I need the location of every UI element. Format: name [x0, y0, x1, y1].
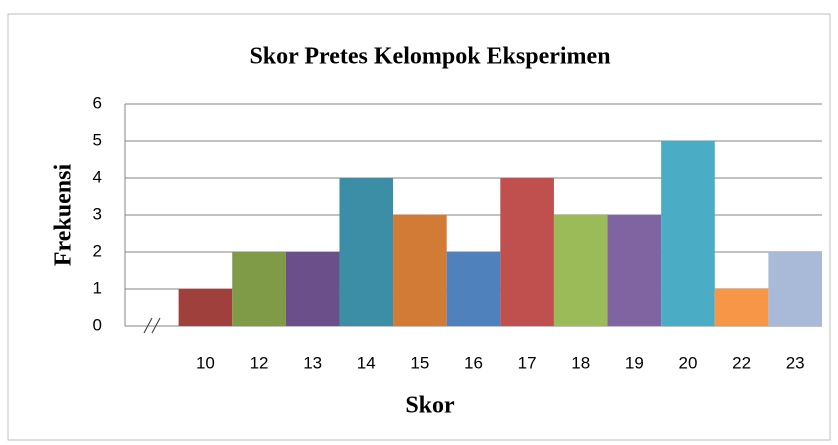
y-tick-label: 4 — [93, 167, 102, 186]
y-tick-label: 3 — [93, 204, 102, 223]
x-tick-label: 15 — [410, 353, 429, 372]
x-tick-label: 12 — [250, 353, 269, 372]
bar — [285, 252, 340, 326]
x-tick-label: 18 — [571, 353, 590, 372]
bar — [553, 215, 608, 326]
bar — [607, 215, 662, 326]
bar — [661, 141, 715, 326]
chart-title: Skor Pretes Kelompok Eksperimen — [249, 44, 610, 70]
bar — [178, 289, 233, 326]
bar — [714, 289, 769, 326]
bar — [500, 178, 554, 326]
y-axis-label: Frekuensi — [51, 164, 77, 267]
x-tick-label: 22 — [732, 353, 751, 372]
bar — [232, 252, 286, 326]
x-tick-label: 10 — [196, 353, 215, 372]
x-tick-label: 19 — [625, 353, 644, 372]
y-tick-label: 2 — [93, 241, 102, 260]
bar — [393, 215, 447, 326]
x-axis-label: Skor — [405, 393, 455, 419]
y-tick-label: 1 — [93, 278, 102, 297]
y-tick-label: 6 — [93, 93, 102, 112]
axis-break — [151, 317, 161, 334]
bar — [339, 178, 394, 326]
bar — [768, 252, 822, 326]
y-tick-label: 5 — [93, 130, 102, 149]
y-tick-label: 0 — [93, 315, 102, 334]
x-tick-label: 13 — [303, 353, 322, 372]
x-tick-label: 17 — [518, 353, 537, 372]
x-tick-label: 16 — [464, 353, 483, 372]
bar — [446, 252, 501, 326]
x-tick-label: 14 — [357, 353, 376, 372]
x-tick-label: 23 — [786, 353, 805, 372]
x-tick-label: 20 — [679, 353, 698, 372]
axis-break — [143, 317, 153, 334]
